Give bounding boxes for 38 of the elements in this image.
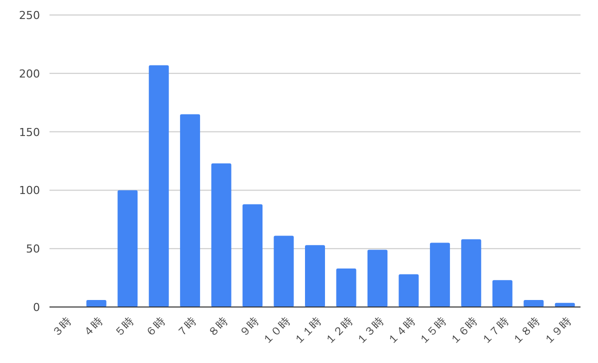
x-tick-label: １０時: [260, 314, 293, 348]
bar: [430, 242, 450, 307]
x-tick-label: １８時: [510, 314, 543, 348]
x-tick-label: ７時: [174, 314, 200, 340]
bar: [211, 163, 232, 307]
bar: [492, 280, 512, 307]
x-tick-label: １２時: [322, 314, 356, 348]
y-tick-label: 250: [19, 9, 40, 22]
x-tick-label: １６時: [448, 314, 480, 348]
y-tick-label: 0: [33, 301, 40, 314]
bar: [524, 300, 544, 307]
x-tick-label: １９時: [541, 314, 574, 348]
bar: [367, 250, 388, 307]
bar: [336, 268, 356, 307]
x-tick-label: ３時: [49, 314, 74, 340]
bar: [461, 239, 482, 307]
y-tick-label: 200: [19, 67, 40, 80]
bar: [148, 65, 169, 307]
x-tick-label: ８時: [205, 314, 230, 340]
x-tick-label: ５時: [112, 314, 137, 340]
bar: [86, 300, 106, 307]
bar: [274, 236, 294, 307]
x-tick-label: ９時: [236, 314, 262, 340]
x-tick-label: １５時: [416, 314, 449, 348]
bar: [118, 190, 138, 307]
x-tick-label: ６時: [143, 314, 168, 340]
bar: [398, 274, 419, 307]
bar: [180, 114, 200, 307]
x-tick-label: １３時: [354, 314, 386, 348]
x-tick-label: ４時: [80, 314, 106, 340]
x-tick-label: １１時: [291, 314, 324, 348]
bar: [242, 204, 263, 307]
y-tick-label: 50: [26, 242, 40, 256]
x-tick-label: １４時: [385, 314, 418, 348]
x-tick-label: １７時: [478, 314, 512, 348]
y-tick-label: 150: [19, 126, 40, 139]
y-tick-label: 100: [19, 184, 40, 198]
bar: [305, 245, 325, 307]
